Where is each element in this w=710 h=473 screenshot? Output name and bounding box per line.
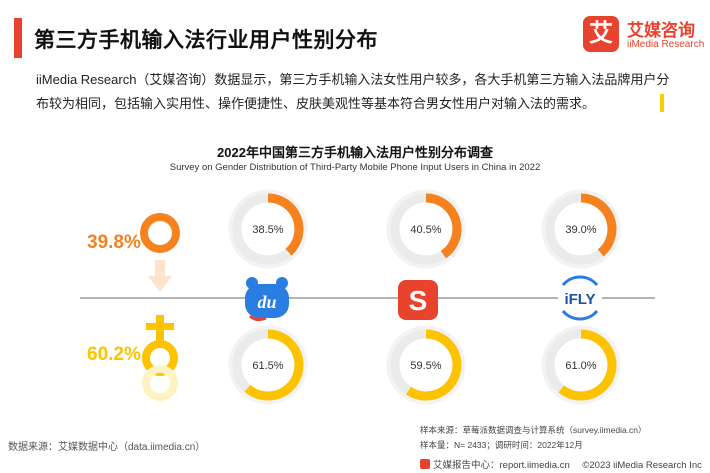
overall-female-label: 39.8% bbox=[87, 232, 141, 253]
brand-logo-ifly[interactable]: iFLY bbox=[558, 275, 602, 321]
donut-bottom-1: 61.5% bbox=[228, 325, 308, 405]
logo-arc-bottom bbox=[561, 309, 599, 321]
sample-source: 样本来源：草莓派数据调查与计算系统（survey.iimedia.cn） bbox=[420, 425, 647, 435]
logo-arc-top bbox=[561, 275, 599, 287]
overall-male-label: 60.2% bbox=[87, 344, 141, 365]
sample-size: 样本量：N= 2433；调研时间：2022年12月 bbox=[420, 440, 583, 450]
donut-arc bbox=[406, 329, 462, 401]
donut-value-label: 40.5% bbox=[410, 224, 441, 236]
brand-donuts: 38.5% 61.5% 40.5% 59.5% 39.0% 61.0% bbox=[228, 189, 621, 405]
logo-text-s: S bbox=[409, 285, 428, 316]
donut-value-label: 61.0% bbox=[565, 360, 596, 372]
donut-value-label: 39.0% bbox=[565, 224, 596, 236]
donut-top-1: 38.5% bbox=[228, 189, 308, 269]
logo-text-du: du bbox=[257, 292, 276, 312]
donut-bottom-2: 59.5% bbox=[386, 325, 466, 405]
donut-arc bbox=[425, 193, 462, 259]
gender-symbols bbox=[140, 213, 180, 401]
logo-bg bbox=[558, 276, 602, 320]
logo-mark-icon: 艾 bbox=[583, 16, 619, 52]
donut-value-label: 59.5% bbox=[410, 360, 441, 372]
female-symbol-stem bbox=[155, 260, 165, 278]
logo-text-ifly: iFLY bbox=[564, 291, 595, 308]
copyright: ©2023 iiMedia Research Inc bbox=[582, 460, 702, 471]
logo-square bbox=[398, 280, 438, 320]
brand-logo[interactable]: 艾 艾媒咨询 iiMedia Research bbox=[583, 14, 705, 60]
female-symbol-ring bbox=[140, 213, 180, 253]
footer-bottom: 艾媒报告中心：report.iimedia.cn ©2023 iiMedia R… bbox=[420, 457, 710, 471]
male-symbol-shadow bbox=[142, 365, 178, 401]
donut-arc bbox=[558, 329, 617, 401]
report-center-icon bbox=[420, 459, 430, 469]
page-title: 第三方手机输入法行业用户性别分布 bbox=[34, 29, 378, 52]
logo-body bbox=[245, 284, 289, 318]
data-source: 数据来源：艾媒数据中心（data.iimedia.cn） bbox=[8, 442, 206, 453]
intro-highlight-marker bbox=[660, 94, 664, 112]
donut-arc bbox=[267, 193, 304, 256]
donut-arc bbox=[244, 329, 304, 401]
logo-accent bbox=[248, 314, 267, 322]
logo-english-name: iiMedia Research bbox=[627, 39, 705, 50]
donut-top-2: 40.5% bbox=[386, 189, 466, 269]
brand-logo-s[interactable]: S bbox=[398, 280, 438, 320]
brand-logo-du[interactable]: du bbox=[245, 277, 289, 322]
female-symbol-arrow bbox=[148, 276, 172, 292]
logo-chinese-name: 艾媒咨询 bbox=[627, 21, 695, 40]
chart-subtitle: Survey on Gender Distribution of Third-P… bbox=[169, 162, 541, 173]
donut-arc bbox=[580, 193, 617, 257]
report-center-link[interactable]: 艾媒报告中心：report.iimedia.cn bbox=[433, 460, 570, 471]
title-accent-bar bbox=[14, 18, 22, 58]
intro-paragraph: iiMedia Research（艾媒咨询）数据显示，第三方手机输入法女性用户较… bbox=[36, 72, 670, 111]
male-symbol-crossbar bbox=[146, 323, 174, 330]
chart-title: 2022年中国第三方手机输入法用户性别分布调查 bbox=[217, 145, 493, 160]
donut-top-3: 39.0% bbox=[541, 189, 621, 269]
donut-value-label: 61.5% bbox=[252, 360, 283, 372]
donut-value-label: 38.5% bbox=[252, 224, 283, 236]
donut-bottom-3: 61.0% bbox=[541, 325, 621, 405]
